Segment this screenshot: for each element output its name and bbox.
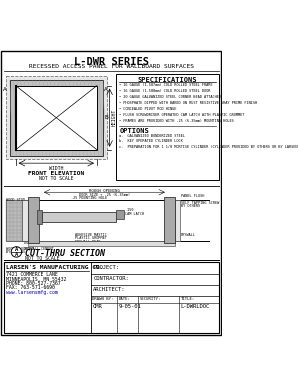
Text: HEIGHT: HEIGHT — [112, 109, 117, 126]
Text: WOOD BLOCKING: WOOD BLOCKING — [6, 247, 34, 251]
Bar — [22, 200, 28, 241]
Text: NOT TO SCALE: NOT TO SCALE — [25, 256, 60, 261]
Text: BY OTHERS: BY OTHERS — [6, 251, 25, 254]
Text: WIDTH: WIDTH — [49, 166, 63, 171]
Text: BY OTHERS: BY OTHERS — [181, 204, 200, 208]
Text: PLASTIC GROMMET: PLASTIC GROMMET — [74, 236, 106, 240]
Text: 7421 COMMERCE LANE: 7421 COMMERCE LANE — [6, 272, 58, 277]
Bar — [6, 200, 22, 241]
Text: • FLUSH SCREWDRIVER OPERATED CAM LATCH WITH PLASTIC GROMMET: • FLUSH SCREWDRIVER OPERATED CAM LATCH W… — [119, 113, 245, 117]
Text: 9-05-01: 9-05-01 — [119, 304, 141, 309]
Text: A: A — [15, 247, 18, 252]
Text: • 16 GAUGE (1.588mm) COLD ROLLED STEEL DOOR: • 16 GAUGE (1.588mm) COLD ROLLED STEEL D… — [119, 89, 211, 93]
Bar — [37, 210, 42, 223]
Text: PHONE: 800-527-7367: PHONE: 800-527-7367 — [6, 281, 60, 286]
Text: WOOD STUD: WOOD STUD — [6, 198, 25, 202]
Text: MINNEAPOLIS, MN 55432: MINNEAPOLIS, MN 55432 — [6, 276, 66, 281]
Text: FAX: 763-571-6690: FAX: 763-571-6690 — [6, 286, 55, 291]
Text: OPTIONS: OPTIONS — [119, 128, 149, 134]
Text: L-DWR SERIES: L-DWR SERIES — [74, 56, 149, 66]
Text: DOOR SIZE + .25 (6.35mm): DOOR SIZE + .25 (6.35mm) — [79, 193, 130, 197]
Bar — [16, 86, 97, 150]
Bar — [10, 80, 103, 156]
Bar — [116, 210, 124, 219]
Text: CAM LATCH: CAM LATCH — [125, 212, 145, 216]
Text: PROJECT:: PROJECT: — [93, 264, 119, 269]
Text: CUT-THRU SECTION: CUT-THRU SECTION — [25, 249, 105, 258]
Bar — [4, 262, 218, 333]
Bar — [6, 76, 107, 159]
Text: B: B — [104, 115, 108, 120]
Text: ADHESIVE MASTIC: ADHESIVE MASTIC — [74, 232, 106, 237]
Text: A: A — [3, 87, 6, 92]
Text: .150: .150 — [125, 208, 134, 212]
Text: .25 MOUNTING HOLE: .25 MOUNTING HOLE — [71, 196, 107, 200]
Text: • PHOSPHATE DIPPED WITH BAKED ON RUST RESISTIVE GRAY PRIME FINISH: • PHOSPHATE DIPPED WITH BAKED ON RUST RE… — [119, 101, 257, 105]
Bar — [42, 212, 116, 222]
Text: NOT TO SCALE: NOT TO SCALE — [39, 176, 73, 181]
Text: ARCHITECT:: ARCHITECT: — [93, 287, 126, 292]
Text: • 20 GAUGE GALVANIZED STEEL CORNER BEAD ATTACHED: • 20 GAUGE GALVANIZED STEEL CORNER BEAD … — [119, 95, 221, 99]
Text: DRAWN BY:: DRAWN BY: — [92, 298, 114, 301]
Text: A: A — [15, 252, 18, 257]
Text: DOUBLE BONDERIZED: DOUBLE BONDERIZED — [24, 242, 60, 245]
Text: SPECIFICATIONS: SPECIFICATIONS — [137, 77, 197, 83]
Text: LARSEN'S MANUFACTURING CO.: LARSEN'S MANUFACTURING CO. — [6, 264, 103, 269]
Bar — [28, 241, 175, 246]
Text: a.  GALVANIZED BONDERIZED STEEL: a. GALVANIZED BONDERIZED STEEL — [119, 134, 185, 138]
Text: L-DWRLDOC: L-DWRLDOC — [181, 304, 210, 309]
Text: FRONT ELEVATION: FRONT ELEVATION — [28, 171, 84, 176]
Bar — [175, 200, 181, 241]
Text: A: A — [104, 87, 108, 92]
Text: DRYWALL BEAD: DRYWALL BEAD — [74, 240, 100, 244]
Text: ROUGH OPENING: ROUGH OPENING — [89, 189, 120, 193]
Text: CMR: CMR — [92, 304, 102, 309]
Text: • FRAMES ARE PROVIDED WITH .25 (6.35mm) MOUNTING HOLES: • FRAMES ARE PROVIDED WITH .25 (6.35mm) … — [119, 119, 234, 123]
Bar — [164, 198, 175, 243]
Text: b.  KEY OPERATED CYLINDER LOCK: b. KEY OPERATED CYLINDER LOCK — [119, 139, 183, 143]
Text: SELF TAPPING SCREW: SELF TAPPING SCREW — [181, 201, 220, 205]
Text: DATE:: DATE: — [119, 298, 131, 301]
Text: DRYWALL CEMENT: DRYWALL CEMENT — [24, 247, 54, 251]
Text: PANEL FLUSH: PANEL FLUSH — [181, 194, 205, 198]
Text: TITLE:: TITLE: — [181, 298, 195, 301]
Text: c.  PREPARATION FOR 1 1/8 MORTISE CYLINDER (CYLINDER PROVIDED BY OTHERS OR BY LA: c. PREPARATION FOR 1 1/8 MORTISE CYLINDE… — [119, 144, 298, 149]
Circle shape — [11, 247, 22, 257]
Text: • 16 GAUGE (1.587mm) COLD ROLLED STEEL FRAME: • 16 GAUGE (1.587mm) COLD ROLLED STEEL F… — [119, 83, 213, 87]
Text: SECURITY:: SECURITY: — [139, 298, 161, 301]
Bar — [116, 74, 218, 180]
Text: www.larsensmfg.com: www.larsensmfg.com — [6, 290, 58, 295]
Text: RECESSED ACCESS PANEL FOR WALLBOARD SURFACES: RECESSED ACCESS PANEL FOR WALLBOARD SURF… — [29, 64, 194, 69]
Text: CONTRACTOR:: CONTRACTOR: — [93, 276, 129, 281]
Text: • CONCEALED PIVOT ROD HINGE: • CONCEALED PIVOT ROD HINGE — [119, 107, 177, 111]
Text: DRYWALL: DRYWALL — [181, 232, 196, 237]
Bar — [28, 198, 39, 243]
